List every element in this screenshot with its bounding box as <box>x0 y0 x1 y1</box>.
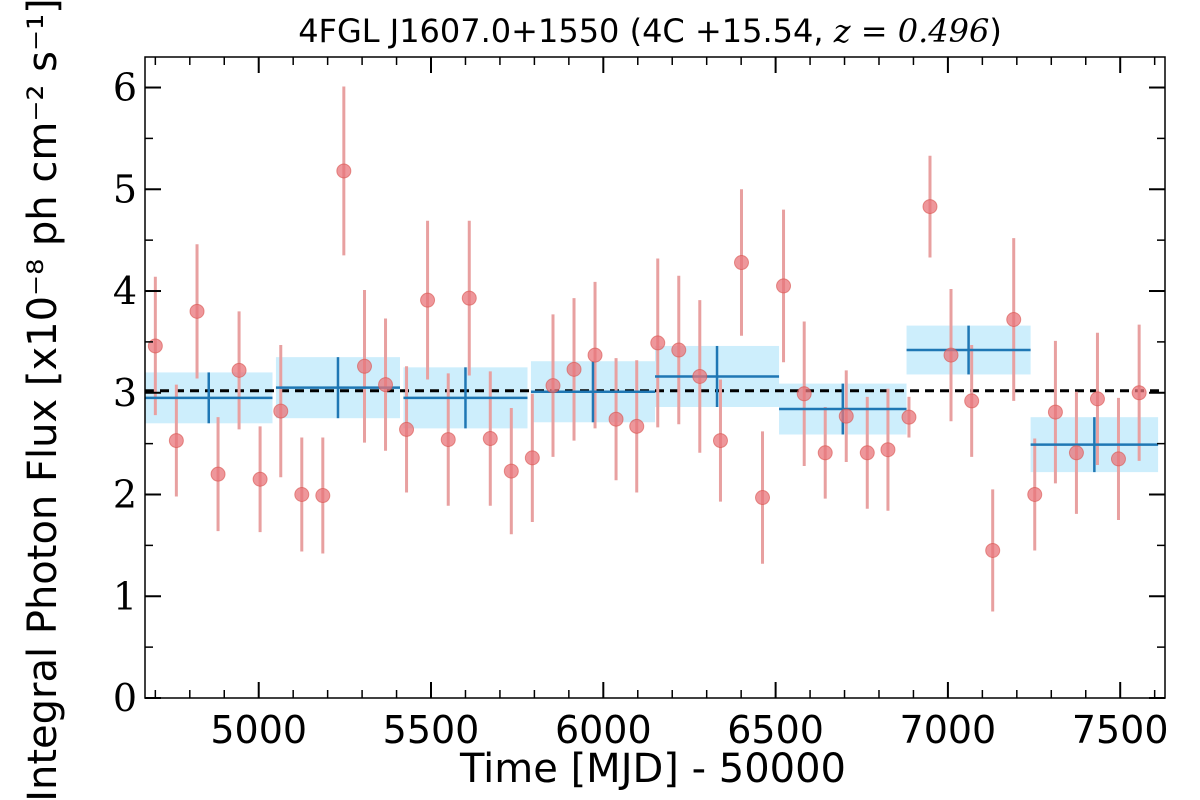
y-tick-label: 3 <box>113 371 137 415</box>
title-main: 4FGL J1607.0+1550 (4C +15.54, <box>298 12 834 50</box>
y-tick-label: 5 <box>113 167 137 211</box>
data-point <box>294 487 310 503</box>
data-point <box>399 421 415 437</box>
data-point <box>461 290 477 306</box>
data-point <box>755 490 771 506</box>
data-point <box>566 361 582 377</box>
data-point <box>1006 312 1022 328</box>
data-point <box>357 358 373 374</box>
data-point <box>880 442 896 458</box>
data-point <box>671 342 687 358</box>
data-point <box>838 408 854 424</box>
y-tick-label: 1 <box>113 574 137 618</box>
title-close: ) <box>989 12 1001 50</box>
data-point <box>943 347 959 363</box>
x-tick-label: 7500 <box>1072 708 1169 752</box>
plot-frame <box>144 56 1166 699</box>
x-tick-label: 6500 <box>727 708 824 752</box>
data-point <box>147 338 163 354</box>
data-point <box>545 378 561 394</box>
y-axis-label: Integral Photon Flux [x10⁻⁸ ph cm⁻² s⁻¹] <box>20 0 66 800</box>
data-point <box>692 368 708 384</box>
data-point <box>168 433 184 449</box>
x-tick-label: 5500 <box>383 708 480 752</box>
data-point <box>587 347 603 363</box>
plot-area: 0 1 2 3 4 5 6 5000 5500 6000 6500 7000 7500 <box>113 56 1169 752</box>
data-point <box>420 292 436 308</box>
data-point <box>273 403 289 419</box>
data-point <box>796 386 812 402</box>
data-point <box>231 362 247 378</box>
data-point <box>608 411 624 427</box>
data-point <box>712 433 728 449</box>
data-point <box>482 431 498 447</box>
data-point <box>1131 385 1147 401</box>
data-point <box>440 432 456 448</box>
data-point <box>210 466 226 482</box>
x-axis-label: Time [MJD] - 50000 <box>459 746 846 792</box>
data-point <box>922 199 938 215</box>
data-point <box>315 488 331 504</box>
data-point <box>524 450 540 466</box>
data-point <box>503 463 519 479</box>
x-tick-label: 5000 <box>210 708 307 752</box>
data-point <box>1047 404 1063 420</box>
x-tick-label: 6000 <box>555 708 652 752</box>
data-point <box>629 418 645 434</box>
data-point <box>1027 487 1043 503</box>
data-point <box>901 409 917 425</box>
chart-title: 4FGL J1607.0+1550 (4C +15.54, z = 0.496) <box>298 12 1002 50</box>
title-redshift: z = 0.496 <box>833 12 990 50</box>
data-point <box>252 471 268 487</box>
data-point <box>1068 445 1084 461</box>
data-point <box>776 278 792 294</box>
data-point <box>733 255 749 271</box>
data-point <box>1110 451 1126 467</box>
data-point <box>964 393 980 409</box>
y-tick-label: 0 <box>113 676 137 720</box>
y-tick-label: 4 <box>113 269 137 313</box>
data-point <box>336 163 352 179</box>
data-point <box>1089 391 1105 407</box>
data-point <box>378 377 394 393</box>
data-point <box>189 303 205 319</box>
y-tick-label: 6 <box>113 66 137 110</box>
data-point <box>817 445 833 461</box>
x-tick-label: 7000 <box>900 708 997 752</box>
data-point <box>650 335 666 351</box>
data-point <box>859 445 875 461</box>
data-point <box>985 542 1001 558</box>
y-tick-label: 2 <box>113 473 137 517</box>
